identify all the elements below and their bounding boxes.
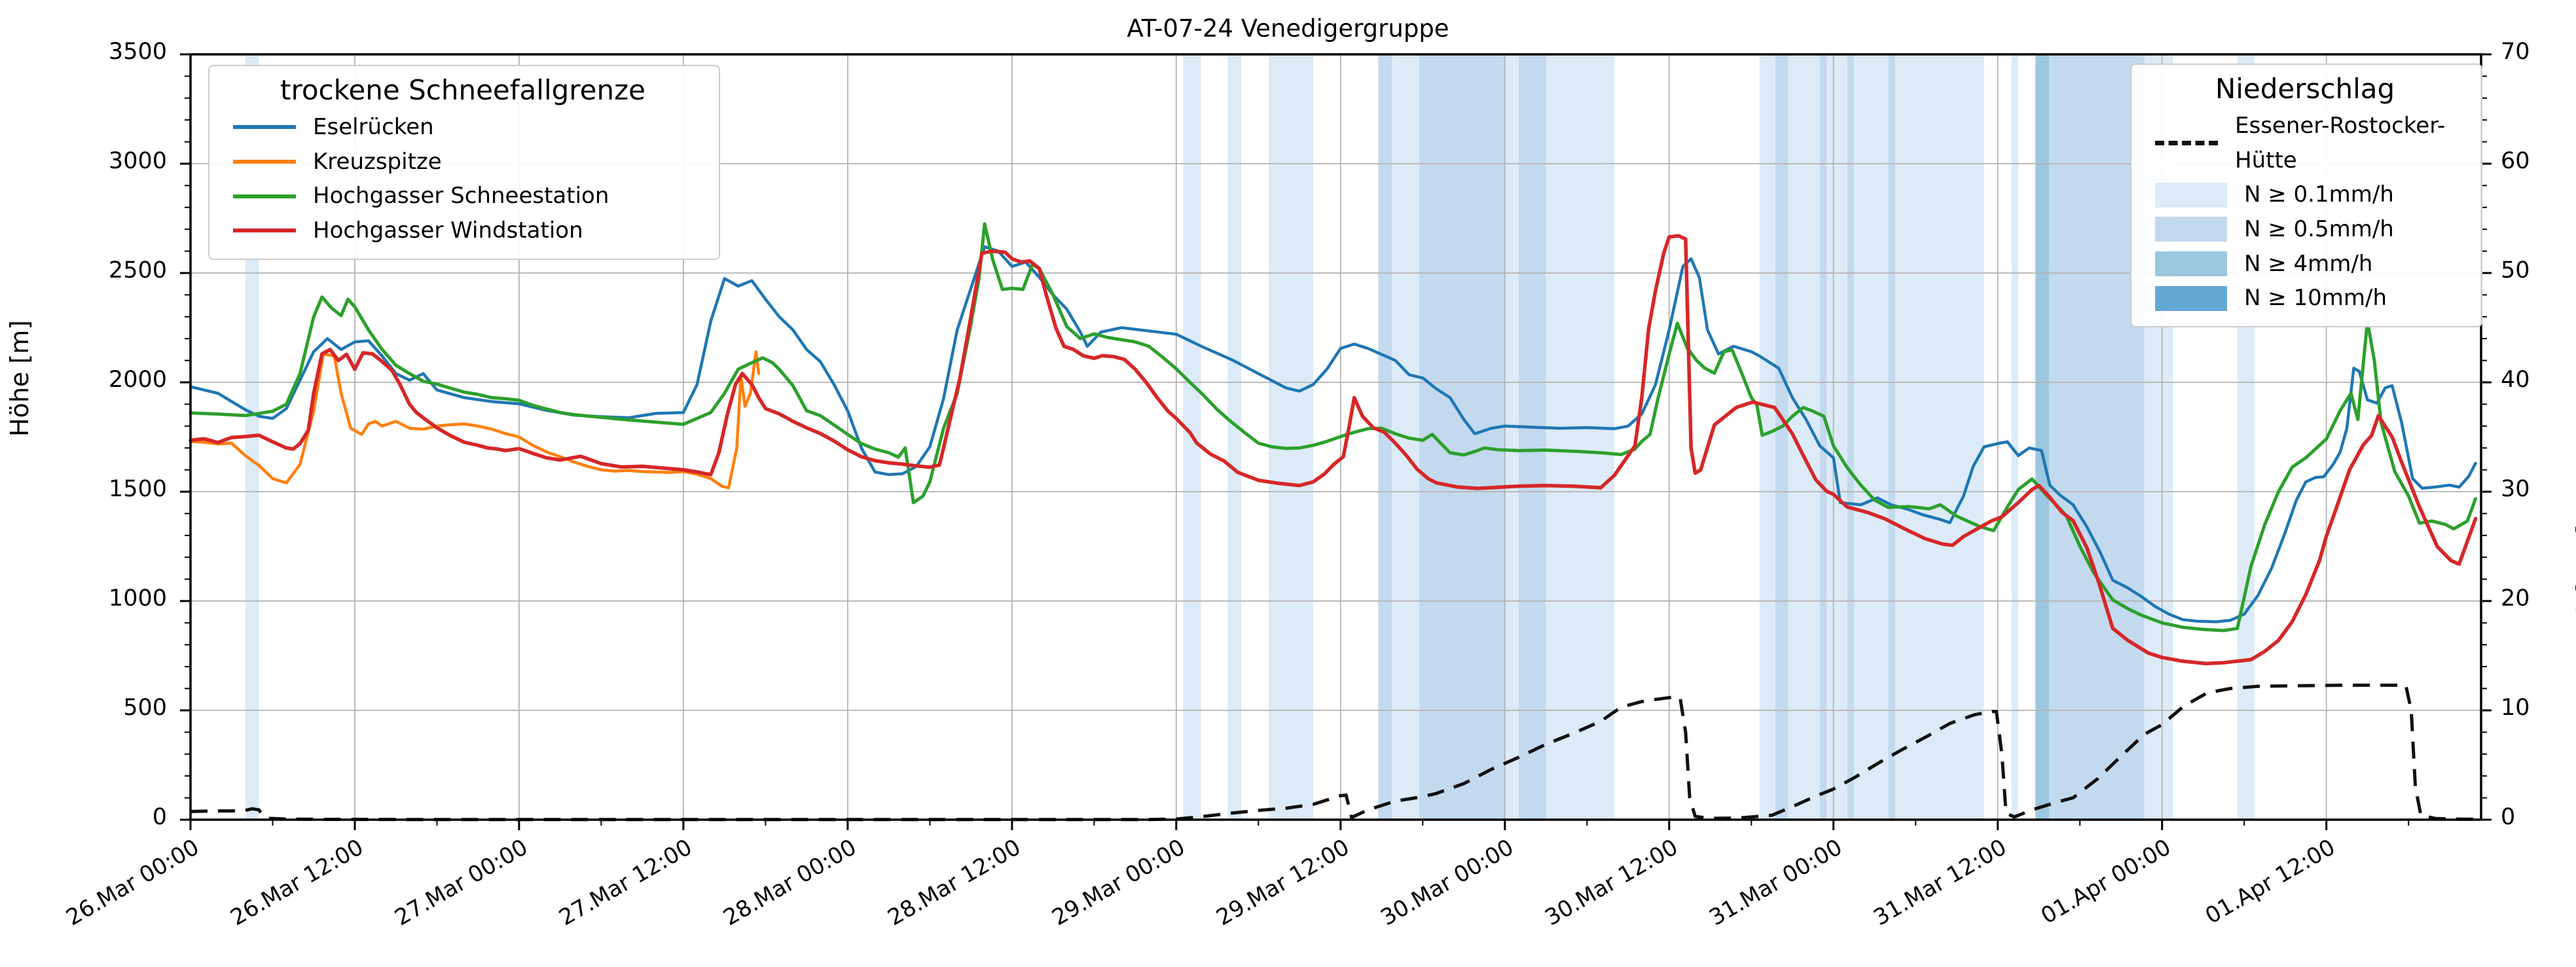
chart-title: AT-07-24 Venedigergruppe [1127,14,1449,43]
left-y-tick-label: 1500 [108,476,167,502]
legend-item-n10: N ≥ 10mm/h [2146,281,2464,316]
legend-item-label: Kreuzspitze [313,148,442,175]
dashed-line-swatch [2155,141,2218,146]
legend-item-label: N ≥ 0.1mm/h [2244,181,2394,208]
legend-item-label: Essener-Rostocker-Hütte [2235,113,2446,173]
right-y-tick-label: 40 [2501,367,2530,393]
left-y-tick-label: 3500 [108,39,167,65]
line-swatch-hochgasser-windstation [233,228,296,233]
band-swatch-4 [2155,251,2227,277]
band-swatch-10 [2155,285,2227,311]
line-swatch-kreuzspitze [233,160,296,164]
legend-item-n01: N ≥ 0.1mm/h [2146,177,2464,212]
legend-item-n05: N ≥ 0.5mm/h [2146,212,2464,247]
band-swatch-01 [2155,182,2227,208]
right-y-tick-label: 20 [2501,585,2530,611]
legend-item-essener-rostocker-huette: Essener-Rostocker-Hütte [2146,109,2464,177]
right-y-tick-label: 0 [2501,804,2516,830]
left-axis-label: Höhe [m] [5,319,34,437]
legend-item-label: N ≥ 10mm/h [2244,285,2387,312]
left-y-tick-label: 0 [152,804,167,830]
line-swatch-hochgasser-schneestation [233,194,296,198]
legend-item-label: Hochgasser Windstation [313,217,583,244]
legend-item-hochgasser-windstation: Hochgasser Windstation [224,213,702,248]
legend-item-kreuzspitze: Kreuzspitze [224,145,702,179]
left-y-tick-label: 3000 [108,148,167,174]
legend-snowline-title: trockene Schneefallgrenze [280,74,645,106]
line-swatch-eselruecken [233,125,296,130]
legend-item-label: Hochgasser Schneestation [313,183,609,210]
legend-item-eselruecken: Eselrücken [224,110,702,145]
right-y-tick-label: 10 [2501,695,2530,721]
legend-item-label: N ≥ 4mm/h [2244,250,2373,277]
left-y-tick-label: 1000 [108,585,167,611]
right-y-tick-label: 30 [2501,476,2530,502]
left-y-tick-label: 2000 [108,367,167,393]
right-y-tick-label: 50 [2501,257,2530,283]
left-y-tick-label: 2500 [108,257,167,283]
legend-precip: Niederschlag Essener-Rostocker-Hütte N ≥… [2130,64,2482,328]
right-y-tick-label: 70 [2501,39,2530,65]
legend-item-label: Eselrücken [313,114,434,140]
left-y-tick-label: 500 [123,695,167,721]
legend-snowline: trockene Schneefallgrenze Eselrücken Kre… [208,65,720,260]
legend-item-hochgasser-schneestation: Hochgasser Schneestation [224,179,702,213]
right-y-tick-label: 60 [2501,148,2530,174]
band-swatch-05 [2155,217,2227,242]
legend-precip-title: Niederschlag [2215,73,2395,105]
legend-item-n4: N ≥ 4mm/h [2146,247,2464,282]
legend-item-label: N ≥ 0.5mm/h [2244,216,2394,243]
